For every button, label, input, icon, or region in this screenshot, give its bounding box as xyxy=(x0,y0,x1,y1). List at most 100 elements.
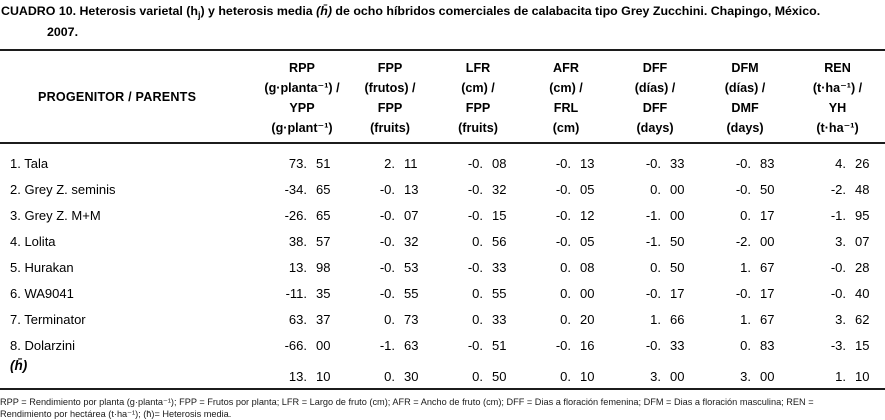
value-integer-part: -0. xyxy=(434,338,483,353)
value-integer-part: -0. xyxy=(346,234,395,249)
value-cell-fpp: -0.53 xyxy=(346,260,434,275)
value-fraction-part: 00 xyxy=(580,286,610,301)
value-integer-part: 0. xyxy=(434,369,483,384)
value-fraction-part: 33 xyxy=(492,312,522,327)
table-row: 3. Grey Z. M+M-26.65-0.07-0.15-0.12-1.00… xyxy=(0,202,885,228)
value-integer-part: 3. xyxy=(790,234,846,249)
column-header-line: DFM xyxy=(700,58,790,78)
column-header-line: (fruits) xyxy=(346,118,434,138)
value-fraction-part: 00 xyxy=(670,369,700,384)
value-fraction-part: 67 xyxy=(760,260,790,275)
value-cell-dff: -0. 33 xyxy=(610,338,700,353)
value-integer-part: -1. xyxy=(610,208,661,223)
value-integer-part: -1. xyxy=(346,338,395,353)
value-integer-part: -0. xyxy=(610,338,661,353)
value-cell-ren: 1.10 xyxy=(790,369,885,388)
value-integer-part: -0. xyxy=(522,338,571,353)
value-cell-ren: -0.40 xyxy=(790,286,885,301)
value-integer-part: -2. xyxy=(700,234,751,249)
value-fraction-part: 32 xyxy=(492,182,522,197)
value-cell-ren: 3.62 xyxy=(790,312,885,327)
value-cell-afr: -0.13 xyxy=(522,156,610,171)
value-fraction-part: 05 xyxy=(580,182,610,197)
value-cell-fpp: 0.30 xyxy=(346,369,434,388)
column-header-line: DFF xyxy=(610,98,700,118)
value-fraction-part: 08 xyxy=(580,260,610,275)
value-fraction-part: 30 xyxy=(404,369,434,384)
value-integer-part: 3. xyxy=(790,312,846,327)
value-fraction-part: 15 xyxy=(855,338,885,353)
value-cell-lfr: -0.33 xyxy=(434,260,522,275)
column-header-line: (fruits) xyxy=(434,118,522,138)
value-integer-part: -26. xyxy=(258,208,307,223)
value-integer-part: -0. xyxy=(346,208,395,223)
value-integer-part: 63. xyxy=(258,312,307,327)
value-cell-rpp: -26.65 xyxy=(258,208,346,223)
value-fraction-part: 11 xyxy=(404,156,434,171)
value-cell-dfm: 3.00 xyxy=(700,369,790,388)
value-cell-lfr: 0.33 xyxy=(434,312,522,327)
value-fraction-part: 51 xyxy=(492,338,522,353)
column-header-parents: PROGENITOR / PARENTS xyxy=(0,56,258,138)
value-integer-part: 1. xyxy=(700,260,751,275)
value-integer-part: 0. xyxy=(522,260,571,275)
column-header-line: (days) xyxy=(610,118,700,138)
value-integer-part: -0. xyxy=(434,156,483,171)
value-fraction-part: 00 xyxy=(760,369,790,384)
value-integer-part: -0. xyxy=(346,260,395,275)
value-integer-part: 4. xyxy=(790,156,846,171)
row-label: 8. Dolarzini xyxy=(0,338,258,353)
value-fraction-part: 73 xyxy=(404,312,434,327)
value-cell-dfm: -2.00 xyxy=(700,234,790,249)
value-fraction-part: 57 xyxy=(316,234,346,249)
value-cell-fpp: -0.55 xyxy=(346,286,434,301)
value-fraction-part: 07 xyxy=(855,234,885,249)
column-header-line: (cm) / xyxy=(522,78,610,98)
value-integer-part: -34. xyxy=(258,182,307,197)
value-integer-part: -0. xyxy=(434,260,483,275)
value-cell-afr: -0.05 xyxy=(522,234,610,249)
value-fraction-part: 67 xyxy=(760,312,790,327)
value-fraction-part: 35 xyxy=(316,286,346,301)
value-fraction-part: 63 xyxy=(404,338,434,353)
value-cell-lfr: -0. 32 xyxy=(434,182,522,197)
value-cell-afr: 0.08 xyxy=(522,260,610,275)
value-fraction-part: 37 xyxy=(316,312,346,327)
heterosis-table: PROGENITOR / PARENTS RPP(g·planta⁻¹) /YP… xyxy=(0,49,885,390)
value-cell-fpp: -0.07 xyxy=(346,208,434,223)
value-cell-dff: 0.00 xyxy=(610,182,700,197)
value-cell-ren: 3.07 xyxy=(790,234,885,249)
value-cell-lfr: -0.15 xyxy=(434,208,522,223)
value-integer-part: -0. xyxy=(522,156,571,171)
value-cell-afr: 0.20 xyxy=(522,312,610,327)
caption-text-mid: ) y heterosis media xyxy=(200,4,316,18)
value-fraction-part: 33 xyxy=(670,338,700,353)
column-header-dff: DFF(días) /DFF(days) xyxy=(610,56,700,138)
column-header-afr: AFR(cm) /FRL(cm) xyxy=(522,56,610,138)
value-integer-part: -1. xyxy=(790,208,846,223)
value-cell-rpp: 13.98 xyxy=(258,260,346,275)
column-header-line: (días) / xyxy=(700,78,790,98)
column-header-dfm: DFM(días) /DMF(days) xyxy=(700,56,790,138)
value-cell-afr: -0.12 xyxy=(522,208,610,223)
value-integer-part: -0. xyxy=(346,182,395,197)
value-integer-part: -66. xyxy=(258,338,307,353)
value-integer-part: -0. xyxy=(610,156,661,171)
column-header-line: (g·plant⁻¹) xyxy=(258,118,346,138)
value-fraction-part: 50 xyxy=(760,182,790,197)
column-header-line: LFR xyxy=(434,58,522,78)
value-integer-part: -11. xyxy=(258,286,307,301)
value-integer-part: 0. xyxy=(346,312,395,327)
value-cell-lfr: -0.08 xyxy=(434,156,522,171)
column-header-line: REN xyxy=(790,58,885,78)
value-cell-lfr: 0.55 xyxy=(434,286,522,301)
value-integer-part: -0. xyxy=(434,182,483,197)
value-cell-ren: -0.28 xyxy=(790,260,885,275)
value-integer-part: -0. xyxy=(522,234,571,249)
value-fraction-part: 83 xyxy=(760,156,790,171)
column-header-line: RPP xyxy=(258,58,346,78)
value-integer-part: 0. xyxy=(346,369,395,384)
value-cell-dff: 0.50 xyxy=(610,260,700,275)
value-integer-part: 0. xyxy=(434,312,483,327)
